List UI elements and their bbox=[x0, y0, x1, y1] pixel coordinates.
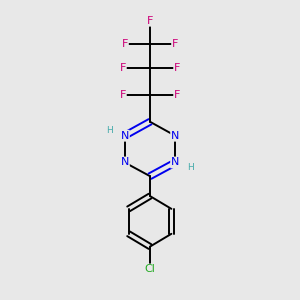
Text: Cl: Cl bbox=[145, 265, 155, 275]
Text: N: N bbox=[171, 131, 179, 141]
Text: F: F bbox=[119, 63, 126, 73]
Text: F: F bbox=[147, 16, 153, 26]
Text: F: F bbox=[122, 40, 128, 50]
Text: H: H bbox=[106, 126, 113, 135]
Text: N: N bbox=[121, 131, 129, 141]
Text: F: F bbox=[172, 40, 178, 50]
Text: N: N bbox=[171, 158, 179, 167]
Text: F: F bbox=[119, 90, 126, 100]
Text: H: H bbox=[187, 163, 194, 172]
Text: N: N bbox=[121, 158, 129, 167]
Text: F: F bbox=[174, 90, 181, 100]
Text: F: F bbox=[174, 63, 181, 73]
